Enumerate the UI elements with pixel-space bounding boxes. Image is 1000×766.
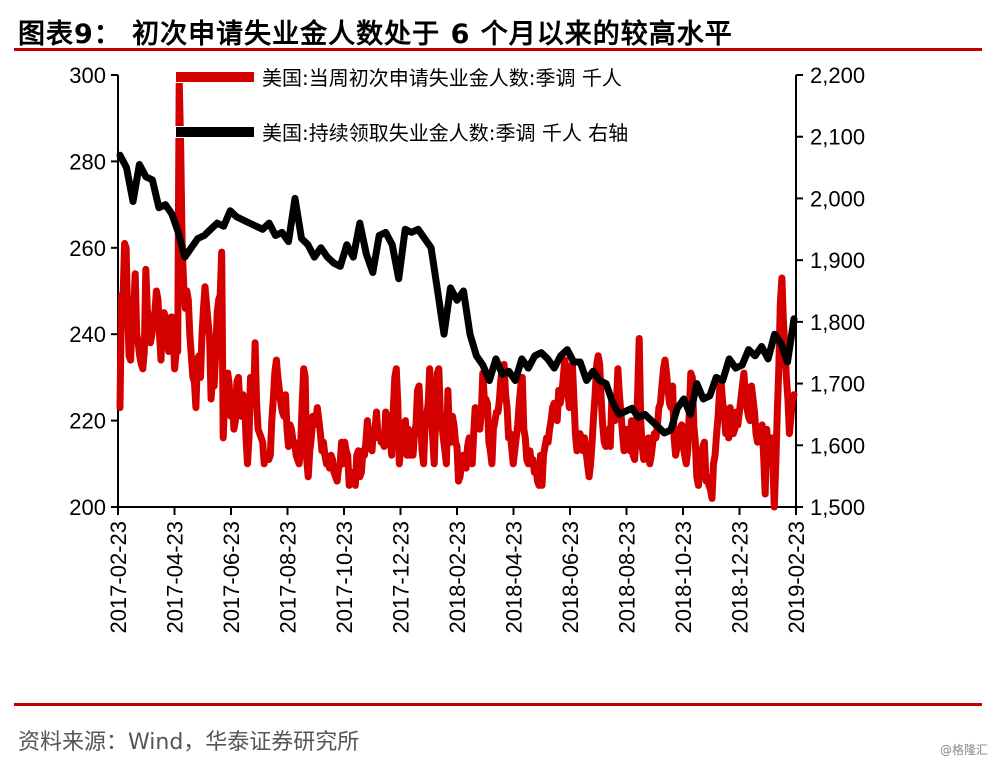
x-tick-label: 2018-02-23: [445, 521, 470, 634]
series-initial-claims-line: [116, 75, 798, 511]
left-tick-label: 280: [69, 149, 106, 174]
left-tick-label: 300: [69, 63, 106, 88]
x-tick-label: 2018-12-23: [728, 521, 753, 634]
x-tick-label: 2017-02-23: [106, 521, 131, 634]
right-tick-label: 2,200: [810, 63, 865, 88]
left-tick-label: 240: [69, 322, 106, 347]
x-tick-label: 2017-12-23: [389, 521, 414, 634]
axes-group: 200 220 240 260 280 300 1,500 1,600 1,700 1,800 1,…: [69, 63, 865, 634]
series-group: [116, 75, 798, 511]
left-tick-label: 260: [69, 236, 106, 261]
chart-svg: 200 220 240 260 280 300 1,500 1,600 1,700 1,800 1,…: [69, 63, 865, 634]
legend-label-initial: 美国:当周初次申请失业金人数:季调 千人: [262, 66, 622, 90]
right-tick-label: 2,100: [810, 125, 865, 150]
right-tick-label: 1,500: [810, 495, 865, 520]
series-continuing-claims-line: [116, 151, 798, 437]
x-tick-label: 2017-08-23: [276, 521, 301, 634]
right-tick-label: 1,600: [810, 433, 865, 458]
x-tick-label: 2018-08-23: [615, 521, 640, 634]
bottom-rule: [14, 703, 982, 706]
x-tick-label: 2017-04-23: [163, 521, 188, 634]
x-tick-label: 2018-04-23: [502, 521, 527, 634]
right-tick-label: 1,800: [810, 310, 865, 335]
left-tick-label: 220: [69, 409, 106, 434]
right-tick-label: 2,000: [810, 186, 865, 211]
chart-title: 图表9： 初次申请失业金人数处于 6 个月以来的较高水平: [18, 19, 733, 50]
right-tick-label: 1,900: [810, 248, 865, 273]
x-tick-label: 2019-02-23: [784, 521, 809, 634]
watermark: @格隆汇: [939, 743, 988, 757]
x-tick-label: 2017-06-23: [219, 521, 244, 634]
left-tick-label: 200: [69, 495, 106, 520]
right-tick-label: 1,700: [810, 372, 865, 397]
top-rule: [14, 48, 982, 51]
source-note: 资料来源：Wind，华泰证券研究所: [18, 730, 360, 755]
x-tick-label: 2018-06-23: [558, 521, 583, 634]
x-tick-label: 2018-10-23: [671, 521, 696, 634]
legend-label-continuing: 美国:持续领取失业金人数:季调 千人 右轴: [262, 121, 628, 145]
x-tick-label: 2017-10-23: [332, 521, 357, 634]
